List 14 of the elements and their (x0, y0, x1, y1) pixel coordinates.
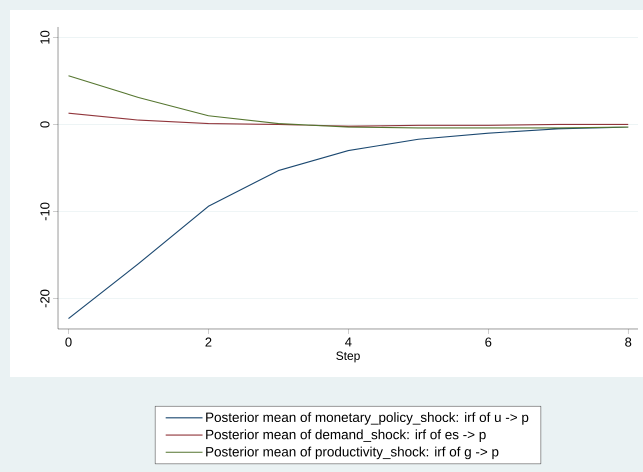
x-tick-label: 8 (625, 338, 632, 347)
legend-label: Posterior mean of monetary_policy_shock: irf of u -> p (206, 412, 528, 425)
y-tick-label: 0 (40, 121, 50, 128)
x-tick-label: 2 (205, 338, 212, 347)
y-tick-label: -20 (40, 290, 50, 308)
legend-label: Posterior mean of productivity_shock: irf of g -> p (206, 446, 498, 460)
x-axis-title: Step (336, 352, 360, 362)
legend-label: Posterior mean of demand_shock: irf of es -> p (206, 429, 486, 442)
y-tick-label: 10 (40, 30, 50, 44)
x-tick-label: 0 (65, 338, 72, 347)
x-tick-label: 6 (485, 338, 492, 347)
y-tick-label: -10 (40, 202, 50, 220)
line-series (68, 112, 629, 127)
x-tick-label: 4 (345, 338, 352, 346)
